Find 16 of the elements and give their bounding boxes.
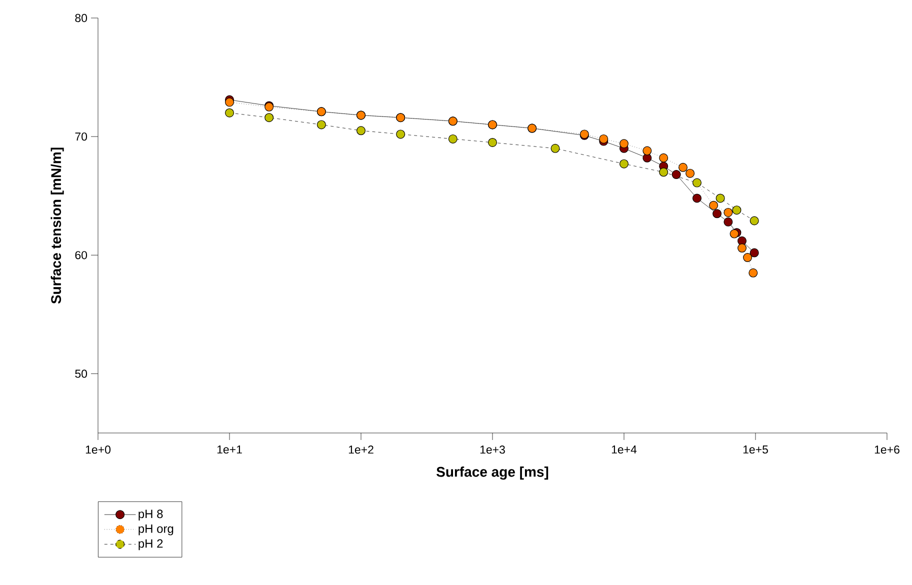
- x-tick-label: 1e+6: [874, 446, 900, 454]
- legend-label: pH 2: [138, 539, 163, 550]
- x-tick-label: 1e+0: [86, 446, 111, 454]
- x-tick-label: 1e+2: [348, 446, 374, 454]
- y-tick-label: 80: [75, 14, 88, 22]
- x-axis-title: Surface age [ms]: [436, 466, 548, 480]
- legend-label: pH 8: [138, 510, 163, 521]
- x-tick-label: 1e+3: [480, 446, 505, 454]
- legend-label: pH org: [138, 524, 174, 536]
- y-tick-label: 60: [75, 251, 88, 260]
- y-axis-title: Surface tension [mN/m]: [50, 148, 64, 304]
- y-tick-label: 50: [75, 370, 88, 378]
- x-tick-label: 1e+4: [612, 446, 637, 454]
- x-tick-label: 1e+1: [217, 446, 242, 454]
- x-tick-label: 1e+5: [743, 446, 768, 454]
- y-tick-label: 70: [75, 132, 88, 141]
